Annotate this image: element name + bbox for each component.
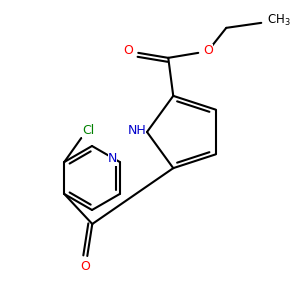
Text: N: N	[108, 152, 117, 166]
Text: O: O	[203, 44, 213, 57]
Text: NH: NH	[128, 124, 146, 136]
Text: CH$_3$: CH$_3$	[267, 13, 291, 28]
Text: Cl: Cl	[82, 124, 94, 137]
Text: O: O	[123, 44, 133, 57]
Text: O: O	[80, 260, 90, 272]
